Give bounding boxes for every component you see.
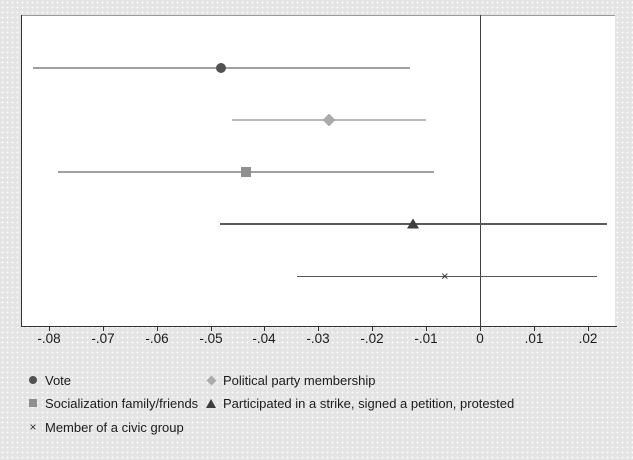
square-marker-shape: [29, 399, 37, 407]
plot-area: [21, 15, 615, 326]
x-axis-tick-label: .01: [524, 331, 544, 346]
legend-item-label: Member of a civic group: [45, 419, 184, 435]
circle-marker-shape: [216, 63, 227, 73]
x-axis-tick-label: -.08: [37, 331, 61, 346]
x-axis-tick: [157, 327, 158, 331]
x-axis-tick: [534, 327, 535, 331]
legend-item-label: Socialization family/friends: [45, 395, 199, 411]
legend-diamond-icon: [204, 375, 218, 385]
legend-item: Vote: [26, 372, 71, 388]
estimate-marker: [216, 63, 227, 73]
x-axis-tick-label: -.04: [252, 331, 276, 346]
diamond-marker-shape: [206, 375, 216, 385]
x-axis-tick: [480, 327, 481, 331]
x-axis-tick: [211, 327, 212, 331]
x-axis-tick-label: .02: [578, 331, 598, 346]
confidence-interval-line: [296, 275, 598, 277]
x-axis-tick: [318, 327, 319, 331]
legend-item: × Member of a civic group: [26, 419, 184, 435]
x-marker-shape: ×: [441, 268, 449, 284]
x-axis-tick-label: -.01: [414, 331, 438, 346]
x-marker-shape: ×: [29, 420, 37, 434]
x-axis-tick-label: -.05: [199, 331, 223, 346]
legend-x-icon: ×: [26, 421, 40, 433]
legend-item: Participated in a strike, signed a petit…: [204, 395, 514, 411]
estimate-marker: ×: [441, 270, 449, 283]
legend-circle-icon: [26, 376, 40, 384]
legend-item-label: Vote: [45, 372, 72, 388]
x-axis-tick: [426, 327, 427, 331]
estimate-marker: [322, 113, 336, 127]
diamond-marker-shape: [322, 113, 336, 127]
triangle-marker-shape: [206, 398, 216, 408]
legend-item-label: Participated in a strike, signed a petit…: [223, 395, 515, 411]
x-axis-tick: [49, 327, 50, 331]
x-axis-tick: [103, 327, 104, 331]
estimate-marker: [406, 218, 419, 229]
x-axis-tick-label: -.07: [91, 331, 115, 346]
legend-item: Socialization family/friends: [26, 395, 198, 411]
legend-item-label: Political party membership: [223, 372, 376, 388]
zero-reference-line: [480, 15, 481, 326]
x-axis-tick: [264, 327, 265, 331]
plot-top-border: [21, 15, 615, 16]
x-axis-tick-label: 0: [476, 331, 484, 346]
square-marker-shape: [240, 167, 251, 177]
legend-item: Political party membership: [204, 372, 375, 388]
x-axis-tick-label: -.03: [306, 331, 330, 346]
legend-triangle-icon: [204, 398, 218, 408]
x-axis-tick: [372, 327, 373, 331]
x-axis-line: [21, 326, 617, 327]
x-axis-tick-label: -.06: [145, 331, 169, 346]
x-axis-tick-label: -.02: [360, 331, 384, 346]
triangle-marker-shape: [406, 218, 419, 229]
x-axis-tick: [588, 327, 589, 331]
estimate-marker: [240, 167, 251, 177]
legend-square-icon: [26, 399, 40, 407]
circle-marker-shape: [29, 376, 37, 384]
y-axis-line: [21, 15, 22, 327]
